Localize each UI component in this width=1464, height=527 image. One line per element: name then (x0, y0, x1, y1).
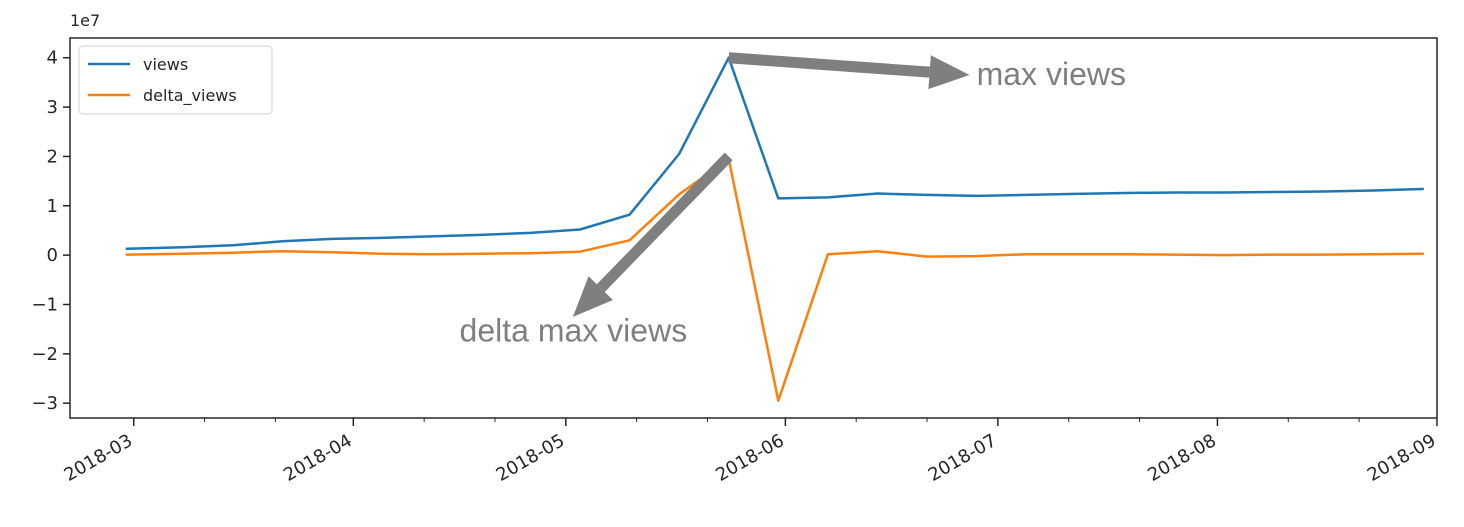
x-tick-label: 2018-06 (712, 430, 788, 486)
y-tick-label: −3 (31, 393, 58, 414)
plot-area (70, 38, 1437, 418)
annotation-label-1: max views (977, 56, 1126, 92)
annotations: max views delta max views (460, 52, 1126, 349)
x-tick-label: 2018-03 (61, 430, 137, 486)
axes-frame (69, 37, 1438, 419)
annotation-arrow-head (572, 276, 613, 317)
x-tick-label: 2018-04 (280, 430, 356, 486)
x-tick-label: 2018-07 (925, 430, 1001, 486)
series-line-views (125, 56, 1425, 250)
plot-background (70, 38, 1437, 418)
y-tick-label: 2 (47, 146, 58, 167)
y-tick-label: −1 (31, 294, 58, 315)
y-axis-multiplier: 1e7 (70, 11, 100, 30)
annotation-arrow-shaft (728, 52, 931, 78)
annotation-arrow-1 (728, 52, 970, 90)
annotation-arrow-shaft (596, 152, 733, 292)
y-tick-label: 0 (47, 245, 58, 266)
x-tick-label: 2018-08 (1144, 430, 1220, 486)
legend: views delta_views (78, 45, 273, 115)
x-tick-label: 2018-05 (493, 430, 569, 486)
legend-box: views delta_views (78, 45, 273, 115)
legend-entry-views: views (143, 55, 188, 74)
series-line-delta-views (125, 157, 1425, 402)
y-tick-label: 3 (47, 97, 58, 118)
y-tick-label: 4 (47, 48, 58, 69)
x-tick-label: 2018-09 (1364, 430, 1440, 486)
y-tick-label: 1 (47, 196, 58, 217)
annotation-label-2: delta max views (460, 313, 688, 349)
legend-entry-delta-views: delta_views (143, 86, 237, 106)
annotation-arrow-head (928, 55, 970, 90)
y-tick-label: −2 (31, 344, 58, 365)
series-lines (125, 56, 1425, 402)
annotation-arrow-2 (572, 152, 733, 317)
